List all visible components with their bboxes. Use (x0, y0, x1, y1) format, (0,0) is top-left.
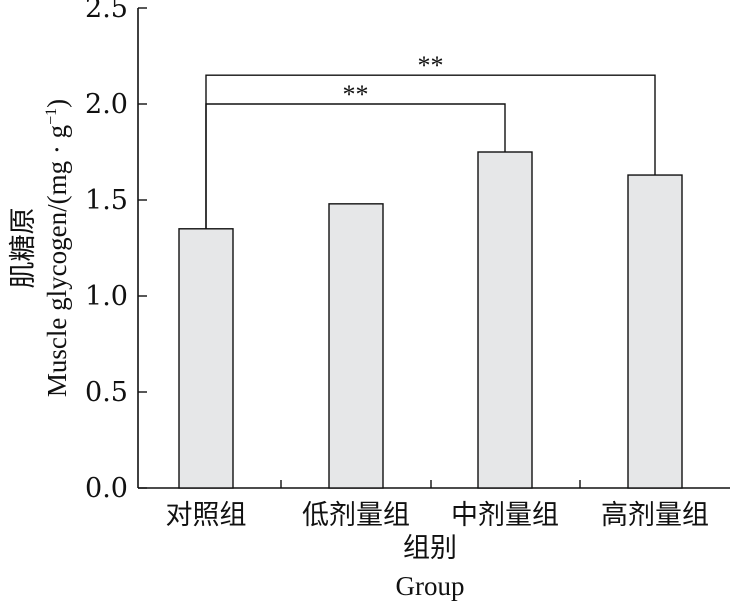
y-axis-title-en-main: Muscle glycogen/(mg · g (42, 125, 72, 397)
y-axis-title-en: Muscle glycogen/(mg · g−1) (42, 99, 72, 397)
y-axis-title-en-close: ) (42, 99, 72, 108)
bar-3 (477, 151, 533, 489)
x-tick-label: 高剂量组 (601, 500, 709, 531)
y-tick-label: 1.5 (85, 185, 128, 216)
y-tick-labels: 0.0 0.5 1.0 1.5 2.0 2.5 (85, 0, 128, 504)
y-axis-title-cn: 肌糖原 (8, 208, 39, 289)
x-tick-label: 中剂量组 (451, 500, 559, 531)
y-axis-title-en-group: Muscle glycogen/(mg · g−1) (42, 99, 72, 397)
x-tick-label: 对照组 (166, 500, 247, 531)
y-tick-label: 0.5 (85, 377, 128, 408)
x-axis-title-cn: 组别 (403, 533, 457, 564)
bar-4 (627, 174, 683, 489)
y-tick-label: 2.5 (85, 0, 128, 24)
significance-brackets: ** ** (205, 51, 656, 229)
bar-2 (328, 203, 384, 489)
y-axis-title-en-exp: −1 (43, 108, 60, 125)
x-tick-label: 低剂量组 (302, 500, 410, 531)
x-axis-title-en: Group (396, 571, 465, 601)
y-tick-label: 2.0 (85, 89, 128, 120)
significance-bracket-2 (205, 74, 656, 229)
significance-label-1: ** (343, 80, 369, 109)
y-tick-label: 0.0 (85, 473, 128, 504)
bar-1 (178, 228, 234, 489)
y-tick-label: 1.0 (85, 281, 128, 312)
significance-label-2: ** (418, 51, 444, 80)
x-tick-labels: 对照组 低剂量组 中剂量组 高剂量组 (166, 500, 710, 531)
bars (178, 151, 683, 489)
y-axis-title-cn-group: 肌糖原 (8, 208, 39, 289)
